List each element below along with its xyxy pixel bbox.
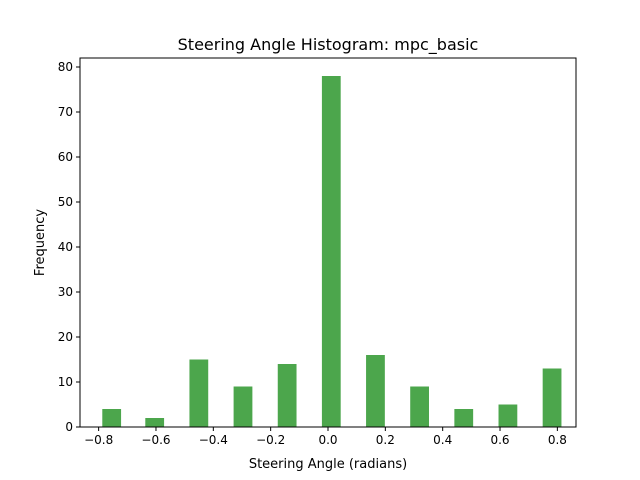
y-tick-label: 40 <box>58 240 73 254</box>
histogram-bar-9 <box>498 404 518 427</box>
x-tick-label: 0.2 <box>376 433 395 447</box>
y-tick-label: 50 <box>58 195 73 209</box>
x-tick-label: −0.2 <box>256 433 285 447</box>
x-tick-label: 0.0 <box>318 433 337 447</box>
histogram-bar-3 <box>233 386 253 427</box>
plot-frame <box>79 57 577 428</box>
histogram-bar-8 <box>454 409 474 427</box>
y-tick-label: 30 <box>58 285 73 299</box>
histogram-bar-7 <box>410 386 429 427</box>
histogram-bar-6 <box>366 355 385 427</box>
y-tick-label: 60 <box>58 150 73 164</box>
histogram-bar-10 <box>542 368 562 427</box>
x-tick-label: 0.4 <box>433 433 452 447</box>
x-tick-label: −0.8 <box>84 433 113 447</box>
y-axis-ticks: 0 10 20 30 40 50 60 70 80 <box>58 60 80 434</box>
x-axis-label: Steering Angle (radians) <box>249 457 407 472</box>
y-tick-label: 80 <box>58 60 73 74</box>
histogram-bar-5 <box>321 76 341 427</box>
y-tick-label: 20 <box>58 330 73 344</box>
x-axis-ticks: −0.8 −0.6 −0.4 −0.2 0.0 0.2 0.4 0.6 0.8 <box>84 427 567 447</box>
histogram-bar-0 <box>102 409 122 427</box>
x-tick-label: 0.8 <box>548 433 567 447</box>
histogram-bar-1 <box>145 418 165 427</box>
x-tick-label: −0.6 <box>141 433 170 447</box>
y-axis-label: Frequency <box>33 209 48 276</box>
y-tick-label: 70 <box>58 105 73 119</box>
chart-title: Steering Angle Histogram: mpc_basic <box>178 35 479 55</box>
bars-group <box>102 76 562 427</box>
y-tick-label: 0 <box>65 420 73 434</box>
x-tick-label: 0.6 <box>490 433 509 447</box>
y-tick-label: 10 <box>58 375 73 389</box>
histogram-bar-4 <box>277 364 297 427</box>
x-tick-label: −0.4 <box>199 433 228 447</box>
histogram-bar-2 <box>189 359 209 427</box>
